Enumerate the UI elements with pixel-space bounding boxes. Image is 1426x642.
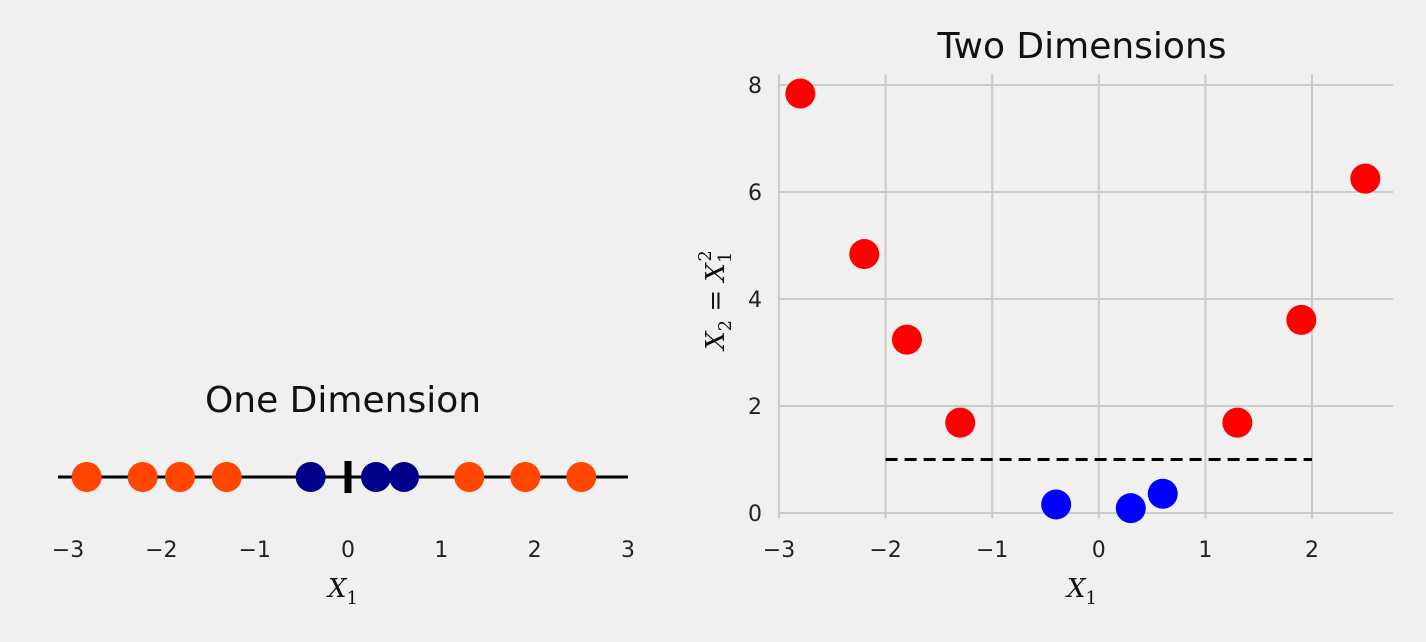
y-label-base-2: X [701, 262, 731, 284]
outer-class-point [1222, 407, 1253, 438]
y-tick-label: 6 [748, 181, 762, 206]
one-dimension-x-ticks: −3 −2 −1 0 1 2 3 [52, 538, 635, 563]
outer-class-point [127, 462, 158, 492]
x-tick-label: 1 [434, 538, 448, 563]
x-tick-label: 1 [1198, 538, 1212, 563]
two-dimensions-y-label: X2 = X12 [695, 250, 736, 352]
one-dimension-x-label: X1 [326, 574, 358, 609]
one-dimension-points [71, 462, 597, 492]
x-label-base: X [326, 574, 348, 604]
two-dimensions-points [785, 78, 1381, 524]
x-tick-label: −2 [869, 538, 901, 563]
x-tick-label: −2 [145, 538, 177, 563]
x-tick-label: 0 [1092, 538, 1106, 563]
y-label-subscript-1: 2 [715, 320, 736, 331]
inner-class-point [389, 462, 419, 492]
one-dimension-title: One Dimension [205, 380, 481, 421]
y-label-base-1: X [701, 330, 731, 352]
y-label-subscript-2: 1 [715, 252, 736, 263]
y-label-equals: = [701, 282, 731, 320]
x-tick-label: −3 [52, 538, 84, 563]
x-tick-label: 2 [1305, 538, 1319, 563]
y-tick-label: 0 [748, 502, 762, 527]
two-dimensions-y-ticks: 0 2 4 6 8 [748, 74, 762, 527]
outer-class-point [510, 462, 541, 492]
two-dimensions-x-ticks: −3 −2 −1 0 1 2 [763, 538, 1319, 563]
x-label-subscript: 1 [1086, 588, 1097, 609]
outer-class-point [891, 324, 922, 355]
x-label-base: X [1065, 574, 1087, 604]
inner-class-point [361, 462, 391, 492]
x-tick-label: 2 [528, 538, 542, 563]
two-dimensions-grid [778, 74, 1393, 519]
inner-class-point [1041, 489, 1072, 520]
x-tick-label: 0 [341, 538, 355, 563]
outer-class-point [211, 462, 242, 492]
two-dimensions-title: Two Dimensions [936, 26, 1226, 67]
outer-class-point [1286, 304, 1317, 335]
x-tick-label: −1 [976, 538, 1008, 563]
y-tick-label: 8 [748, 74, 762, 99]
x-tick-label: −3 [763, 538, 795, 563]
inner-class-point [1147, 478, 1178, 509]
y-tick-label: 4 [748, 288, 762, 313]
one-dimension-panel: One Dimension −3 −2 −1 0 1 2 3 X1 [52, 380, 635, 609]
outer-class-point [454, 462, 485, 492]
outer-class-point [71, 462, 102, 492]
y-label-superscript-2: 2 [695, 250, 716, 261]
outer-class-point [165, 462, 195, 492]
outer-class-point [849, 239, 880, 270]
x-tick-label: 3 [621, 538, 635, 563]
two-dimensions-x-label: X1 [1065, 574, 1097, 609]
outer-class-point [785, 78, 816, 109]
inner-class-point [295, 462, 326, 492]
outer-class-point [945, 407, 976, 438]
inner-class-point [1115, 493, 1146, 524]
outer-class-point [566, 462, 597, 492]
x-label-subscript: 1 [347, 588, 358, 609]
outer-class-point [1350, 163, 1381, 194]
y-tick-label: 2 [748, 395, 762, 420]
x-tick-label: −1 [238, 538, 270, 563]
